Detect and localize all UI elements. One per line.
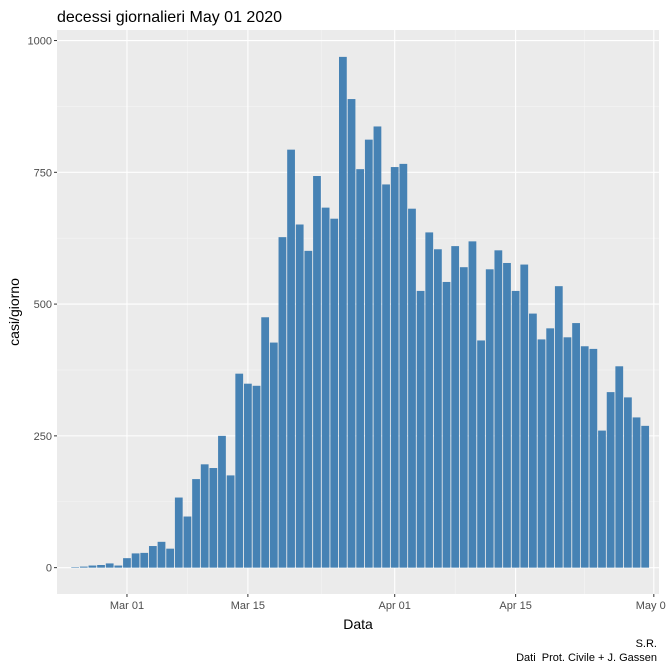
bar [589,348,598,568]
bar [399,163,408,568]
bar [252,385,261,568]
bar [88,565,97,568]
bar [364,139,373,568]
x-tick-label: Mar 01 [110,600,144,612]
y-tick-label: 0 [46,563,52,575]
y-tick-label: 500 [34,299,52,311]
bar [243,383,252,568]
bar [580,346,589,568]
bar [97,565,105,568]
bar [339,56,347,568]
bar [434,249,442,568]
caption-author: S.R. [636,638,657,650]
bar [459,267,468,568]
bar [511,290,520,568]
bar [494,250,503,568]
bar [554,286,563,568]
bar [226,475,235,568]
bar [606,392,615,568]
bar [148,546,157,568]
bar [123,558,131,568]
bar [537,339,546,568]
bar [218,435,226,568]
x-axis: Mar 01 Mar 15 Apr 01 Apr 15 May 01 [110,594,666,612]
bar [192,479,200,568]
caption-source: Dati Prot. Civile + J. Gassen [516,652,657,664]
y-axis-title: casi/giorno [6,278,22,346]
bar [131,553,140,568]
bar [79,566,88,568]
bar [442,281,451,568]
bar [209,468,218,568]
bar [416,290,425,568]
bar [269,342,278,568]
bar [477,340,485,568]
bar [373,126,382,568]
bar [157,541,166,568]
bar [615,366,624,568]
y-tick-label: 750 [34,167,52,179]
bar [200,464,209,568]
bar [140,552,149,568]
bar [174,497,183,568]
bar [485,269,494,568]
bar [114,565,123,568]
bar [278,237,287,568]
bar [408,208,416,568]
bar [261,317,270,568]
bar [520,264,529,568]
x-axis-title: Data [343,616,373,632]
bar [356,169,365,568]
bar [468,241,477,568]
bar [598,430,606,568]
x-tick-label: May 01 [636,600,666,612]
bar [71,567,80,568]
bar [105,563,114,568]
bar [183,516,192,568]
chart-title: decessi giornalieri May 01 2020 [57,9,282,26]
bar [295,224,304,568]
bar [287,149,295,568]
bar [572,323,580,568]
bar [313,176,321,568]
y-tick-label: 1000 [28,36,52,48]
bar [235,373,244,568]
bar [641,425,650,568]
bar [632,417,641,568]
bar [563,337,572,568]
bar [330,218,339,568]
bar-series [71,56,650,568]
bar [546,328,555,568]
x-tick-label: Apr 15 [499,600,531,612]
bar [347,99,356,568]
bar [321,207,330,568]
bar [166,548,175,568]
x-tick-label: Mar 15 [231,600,265,612]
bar [503,262,511,568]
bar [529,313,537,568]
y-axis: 0 250 500 750 1000 [28,36,57,575]
bar [382,184,390,568]
bar [624,397,632,568]
y-tick-label: 250 [34,431,52,443]
bar [390,167,399,568]
bar [425,232,434,568]
x-tick-label: Apr 01 [378,600,410,612]
bar [451,246,460,568]
bar [304,250,313,568]
